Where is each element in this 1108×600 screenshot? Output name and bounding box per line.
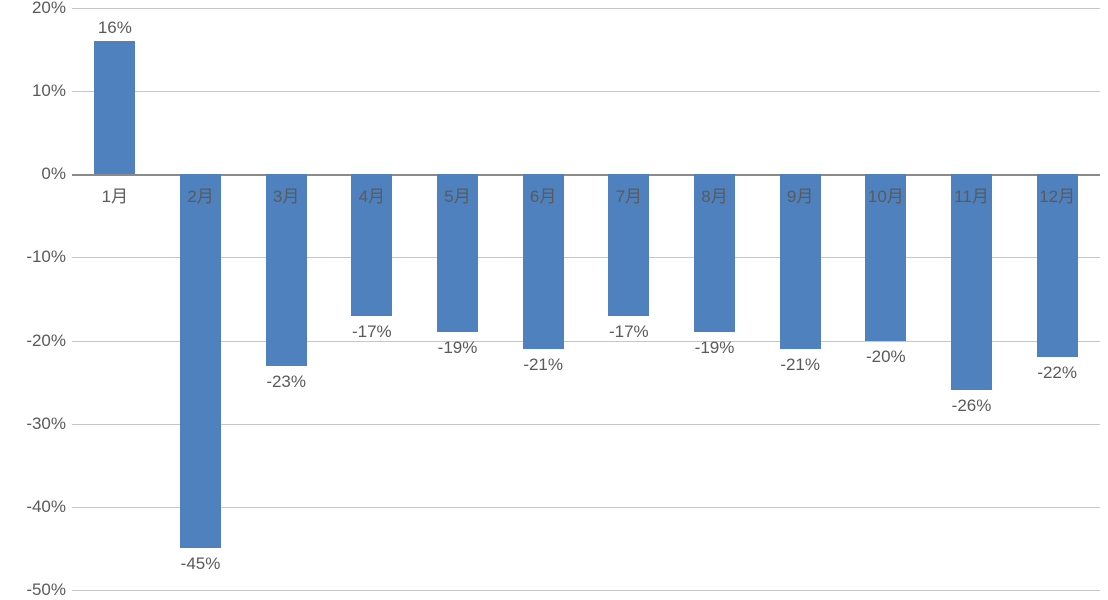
data-label: -20% [866,347,906,367]
category-label: 7月 [616,182,642,207]
y-tick-label: -30% [26,414,72,434]
bar-chart: 20% 10% 0% -10% -20% -30% -40% -50% 1月 16% 2月 -45% 3… [0,0,1108,600]
data-label: -17% [352,322,392,342]
data-label: 16% [98,18,132,38]
category-label: 9月 [787,182,813,207]
data-label: -19% [438,338,478,358]
gridline [72,590,1100,591]
data-label: -45% [181,554,221,574]
gridline [72,341,1100,342]
gridline [72,424,1100,425]
category-label: 11月 [954,182,989,207]
category-label: 3月 [273,182,299,207]
category-label: 2月 [187,182,213,207]
x-axis-line [72,174,1100,176]
gridline [72,91,1100,92]
bar [180,174,221,548]
gridline [72,507,1100,508]
data-label: -23% [266,372,306,392]
category-label: 4月 [359,182,385,207]
category-label: 12月 [1039,182,1075,207]
y-tick-label: -20% [26,331,72,351]
bar [94,41,135,174]
data-label: -21% [523,355,563,375]
plot-area: 20%10%0%-10%-20%-30%-40%-50%1月16%2月-45%3… [72,8,1100,590]
category-label: 5月 [444,182,470,207]
y-tick-label: -10% [26,247,72,267]
category-label: 1月 [102,182,128,207]
data-label: -21% [780,355,820,375]
category-label: 10月 [868,182,904,207]
data-label: -26% [952,396,992,416]
category-label: 8月 [701,182,727,207]
y-tick-label: 10% [32,81,72,101]
gridline [72,8,1100,9]
data-label: -19% [695,338,735,358]
y-tick-label: 20% [32,0,72,18]
y-tick-label: 0% [41,164,72,184]
data-label: -17% [609,322,649,342]
category-label: 6月 [530,182,556,207]
gridline [72,257,1100,258]
y-tick-label: -40% [26,497,72,517]
data-label: -22% [1037,363,1077,383]
y-tick-label: -50% [26,580,72,600]
